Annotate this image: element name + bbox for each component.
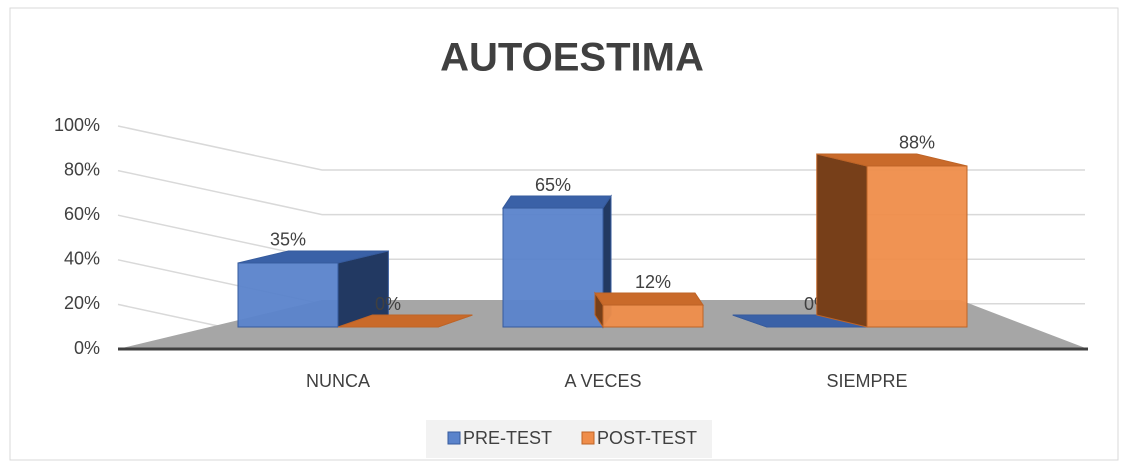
bar bbox=[337, 314, 473, 328]
y-tick-label: 60% bbox=[64, 204, 100, 224]
legend-label: PRE-TEST bbox=[463, 428, 552, 448]
data-label: 88% bbox=[899, 133, 935, 153]
y-tick-label: 40% bbox=[64, 249, 100, 269]
y-tick-label: 80% bbox=[64, 159, 100, 179]
data-label: 35% bbox=[270, 230, 306, 250]
bar bbox=[237, 250, 389, 328]
bar-top bbox=[502, 195, 612, 209]
x-tick-label: NUNCA bbox=[306, 371, 370, 391]
data-label: 12% bbox=[635, 272, 671, 292]
bar-front bbox=[502, 207, 604, 328]
legend-swatch bbox=[447, 431, 461, 445]
y-tick-label: 100% bbox=[54, 115, 100, 135]
bar-top bbox=[594, 292, 704, 306]
bar bbox=[816, 153, 968, 328]
chart-title: AUTOESTIMA bbox=[440, 36, 704, 80]
data-label: 0% bbox=[375, 294, 401, 314]
bar-side bbox=[816, 153, 868, 328]
y-tick-label: 0% bbox=[74, 338, 100, 358]
legend-label: POST-TEST bbox=[597, 428, 697, 448]
legend-box bbox=[426, 420, 712, 458]
bar-front bbox=[866, 165, 968, 328]
x-tick-label: SIEMPRE bbox=[826, 371, 907, 391]
bar-front bbox=[237, 262, 339, 328]
bar-top bbox=[337, 314, 473, 328]
legend-swatch bbox=[581, 431, 595, 445]
y-tick-label: 20% bbox=[64, 293, 100, 313]
data-label: 65% bbox=[535, 175, 571, 195]
bar-front bbox=[602, 304, 704, 328]
bar bbox=[594, 291, 704, 329]
x-tick-label: A VECES bbox=[564, 371, 641, 391]
